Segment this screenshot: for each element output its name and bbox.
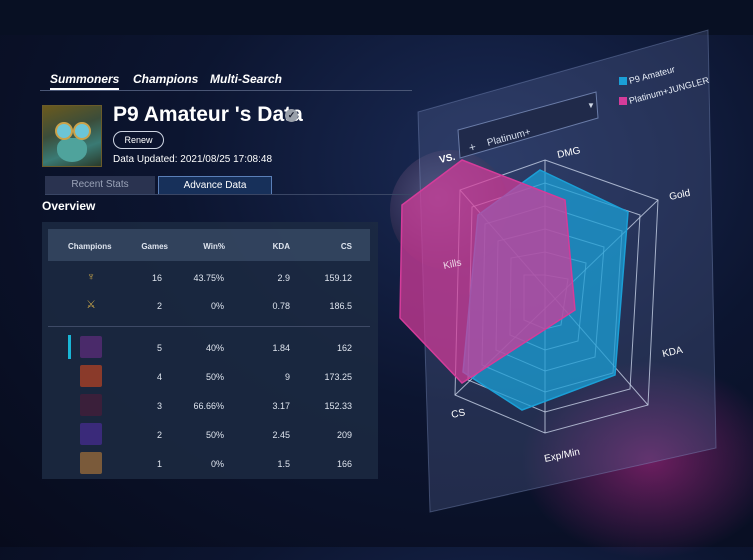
col-header-cs: CS [340,242,352,251]
nav-tab-multi-search[interactable]: Multi-Search [210,72,283,86]
legend-swatch-platinum [619,97,627,105]
tab-recent-stats[interactable]: Recent Stats [45,176,155,194]
verified-badge-icon: ✓ [285,109,298,122]
table-cell-games: 4 [156,372,162,382]
col-header-winrate: Win% [203,242,225,251]
table-cell-kda: 0.78 [272,301,290,311]
overview-heading: Overview [42,199,96,213]
table-cell-winrate: 50% [205,430,224,440]
axis-label-gold: Gold [668,188,691,203]
table-cell-games: 1 [156,459,162,469]
table-cell-cs: 186.5 [329,301,352,311]
champion-portrait[interactable] [80,336,102,358]
table-cell-cs: 166 [336,459,352,469]
champion-portrait[interactable] [80,365,102,387]
table-cell-kda: 3.17 [272,401,290,411]
champion-portrait[interactable] [80,394,102,416]
table-cell-games: 2 [156,430,162,440]
table-cell-winrate: 66.66% [193,401,224,411]
table-cell-winrate: 40% [205,343,224,353]
summoner-avatar [42,105,102,167]
table-cell-cs: 152.33 [324,401,352,411]
nav-tab-champions[interactable]: Champions [133,72,199,86]
table-cell-winrate: 50% [205,372,224,382]
table-cell-games: 2 [156,301,162,311]
nav-tab-summoners[interactable]: Summoners [50,72,120,90]
main-nav: Summoners Champions Multi-Search [40,72,412,91]
table-cell-winrate: 0% [210,459,224,469]
table-cell-games: 3 [156,401,162,411]
table-cell-winrate: 0% [210,301,224,311]
vs-label: VS. [438,152,456,166]
col-header-kda: KDA [272,242,290,251]
sword-icon: ⚔ [86,299,96,311]
renew-button[interactable]: Renew [113,131,164,149]
axis-label-dmg: DMG [556,145,581,161]
table-cell-kda: 1.5 [277,459,290,469]
table-header [48,229,370,261]
table-cell-cs: 209 [336,430,352,440]
champion-portrait[interactable] [80,423,102,445]
table-cell-kda: 9 [284,372,290,382]
table-cell-kda: 1.84 [272,343,290,353]
col-header-champions: Champions [68,242,112,251]
chevron-down-icon: ▼ [587,101,595,110]
axis-label-cs: CS [450,407,466,421]
axis-label-kda: KDA [661,345,684,360]
table-cell-cs: 162 [336,343,352,353]
table-cell-kda: 2.9 [277,273,290,283]
tabs-underline [45,194,413,195]
top-band [0,0,753,35]
table-cell-games: 16 [151,273,162,283]
legend-swatch-p9 [619,77,627,85]
data-updated-timestamp: Data Updated: 2021/08/25 17:08:48 [113,154,273,165]
table-cell-cs: 159.12 [324,273,352,283]
champion-portrait[interactable] [80,452,102,474]
axis-label-kills: Kills [442,257,462,272]
table-cell-cs: 173.25 [324,372,352,382]
tab-advance-data[interactable]: Advance Data [158,176,272,194]
table-divider [48,326,370,327]
selected-row-indicator [68,335,71,359]
jungle-icon: ♆ [86,271,96,283]
col-header-games: Games [141,242,168,251]
rank-select[interactable] [457,91,599,159]
series-platinum-jungler [399,159,576,384]
comparison-radar-chart: Platinum+ + ▼ VS. P9 Amateur Platinum+JU… [399,29,717,513]
page-title: P9 Amateur 's Data [113,103,303,126]
table-cell-games: 5 [156,343,162,353]
table-cell-kda: 2.45 [272,430,290,440]
rank-plus-icon: + [467,140,477,155]
table-cell-winrate: 43.75% [193,273,224,283]
